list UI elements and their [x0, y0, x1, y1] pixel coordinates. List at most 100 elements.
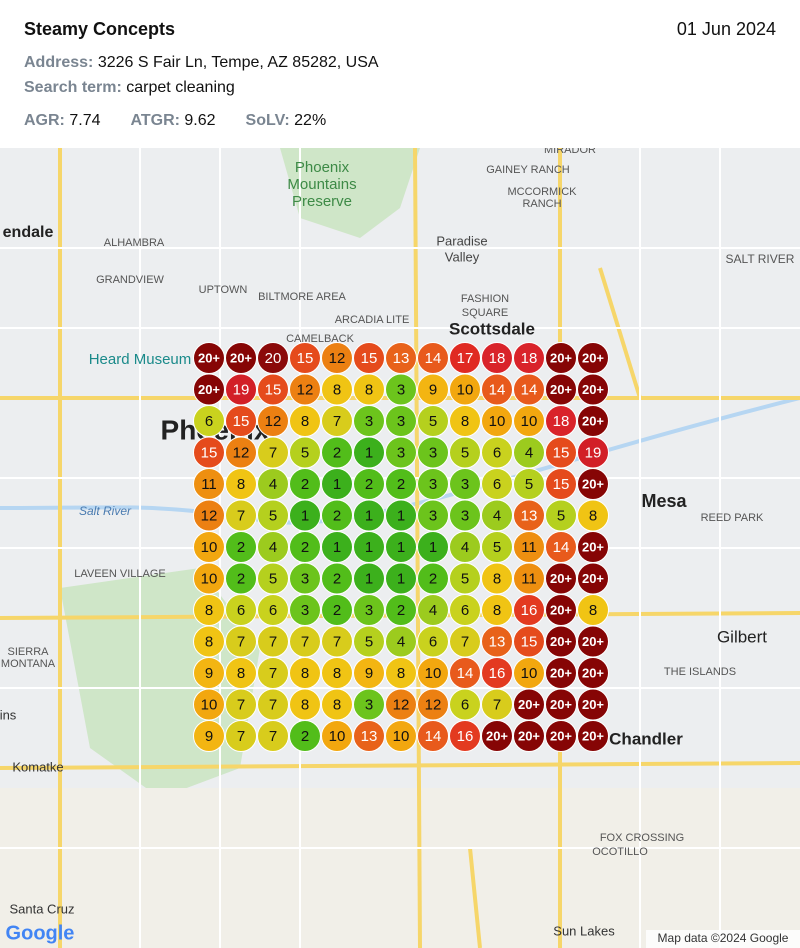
rank-label: 6: [205, 413, 213, 430]
map-label: Salt River: [79, 504, 132, 518]
metric-label: ATGR:: [130, 112, 180, 129]
map-label: Chandler: [609, 729, 683, 748]
label: Address:: [24, 54, 94, 71]
rank-label: 14: [425, 350, 442, 367]
park: [280, 148, 420, 238]
rank-label: 20+: [486, 728, 508, 743]
rank-label: 10: [457, 381, 474, 398]
rank-label: 20+: [582, 697, 604, 712]
map-label: Gilbert: [717, 627, 767, 646]
rank-label: 3: [461, 476, 469, 493]
attribution: Map data ©2024 Google: [658, 931, 789, 945]
rank-label: 8: [205, 633, 213, 650]
metric-label: AGR:: [24, 112, 65, 129]
rank-label: 7: [461, 633, 469, 650]
rank-label: 5: [365, 633, 373, 650]
address: 3226 S Fair Ln, Tempe, AZ 85282, USA: [97, 54, 379, 71]
rank-label: 10: [521, 665, 538, 682]
map-label: Paradise: [436, 233, 487, 248]
rank-label: 14: [521, 381, 538, 398]
rank-label: 20+: [550, 382, 572, 397]
rank-label: 13: [489, 633, 506, 650]
rank-label: 13: [521, 507, 538, 524]
rank-label: 18: [553, 413, 570, 430]
rank-label: 15: [553, 444, 570, 461]
rank-label: 20+: [550, 697, 572, 712]
rank-label: 8: [333, 381, 341, 398]
rank-label: 3: [397, 381, 405, 398]
map-label: Santa Cruz: [9, 901, 74, 916]
map-label: endale: [3, 224, 54, 241]
rank-label: 3: [397, 413, 405, 430]
search-row: Search term: carpet cleaning: [24, 79, 235, 97]
rank-label: 2: [429, 570, 437, 587]
map-label: THE ISLANDS: [664, 666, 736, 678]
map-label: ARCADIA LITE: [335, 314, 410, 326]
metric: ATGR: 9.62: [130, 112, 215, 129]
rank-label: 2: [301, 476, 309, 493]
rank-label: 12: [297, 381, 314, 398]
rank-label: 1: [397, 539, 405, 556]
rank-label: 20+: [550, 350, 572, 365]
rank-label: 10: [329, 728, 346, 745]
rank-label: 1: [301, 507, 309, 524]
rank-label: 8: [365, 381, 373, 398]
rank-label: 7: [237, 728, 245, 745]
rank-pin: [257, 720, 289, 752]
rank-label: 20+: [582, 539, 604, 554]
map-label: ALHAMBRA: [104, 237, 165, 249]
rank-label: 8: [493, 570, 501, 587]
rank-label: 11: [521, 570, 537, 587]
rank-pin: [417, 720, 449, 752]
date: 01 Jun 2024: [676, 19, 776, 39]
rank-label: 1: [429, 539, 437, 556]
map-label: Mountains: [287, 176, 356, 193]
rank-label: 8: [301, 696, 309, 713]
map-label: RANCH: [522, 198, 561, 210]
rank-label: 7: [237, 507, 245, 524]
rank-label: 9: [365, 665, 373, 682]
rank-pin: [577, 720, 609, 752]
rank-label: 2: [237, 570, 245, 587]
map-label: SIERRA: [8, 646, 50, 658]
rank-label: 20+: [198, 382, 220, 397]
rank-label: 1: [365, 444, 373, 461]
rank-label: 4: [493, 507, 501, 524]
map-label: Heard Museum: [89, 351, 192, 368]
rank-label: 11: [201, 476, 217, 493]
rank-label: 10: [393, 728, 410, 745]
logo: Google: [6, 922, 75, 944]
rank-label: 7: [237, 633, 245, 650]
label: Search term:: [24, 79, 122, 96]
rank-label: 6: [461, 602, 469, 619]
rank-label: 1: [365, 570, 373, 587]
rank-label: 12: [265, 413, 282, 430]
rank-label: 3: [301, 602, 309, 619]
rank-label: 15: [297, 350, 314, 367]
rank-label: 20+: [582, 634, 604, 649]
rank-label: 4: [429, 602, 437, 619]
rank-label: 1: [397, 570, 405, 587]
rank-label: 3: [397, 444, 405, 461]
rank-label: 20+: [582, 476, 604, 491]
rank-label: 5: [557, 507, 565, 524]
metric-value: 22%: [294, 112, 327, 129]
rank-label: 5: [269, 570, 277, 587]
rank-label: 19: [233, 381, 250, 398]
address-row: Address: 3226 S Fair Ln, Tempe, AZ 85282…: [24, 54, 379, 72]
map-label: MCCORMICK: [507, 186, 577, 198]
map-label: SALT RIVER: [726, 252, 795, 266]
rank-label: 8: [301, 413, 309, 430]
rank-label: 10: [521, 413, 538, 430]
rank-label: 4: [269, 476, 277, 493]
rank-label: 5: [493, 539, 501, 556]
land: [0, 788, 800, 948]
rank-label: 7: [269, 728, 277, 745]
rank-label: 7: [269, 665, 277, 682]
rank-label: 3: [429, 476, 437, 493]
rank-pin: [545, 720, 577, 752]
rank-label: 14: [553, 539, 570, 556]
rank-pin: [353, 720, 385, 752]
rank-label: 5: [461, 444, 469, 461]
rank-label: 2: [365, 476, 373, 493]
